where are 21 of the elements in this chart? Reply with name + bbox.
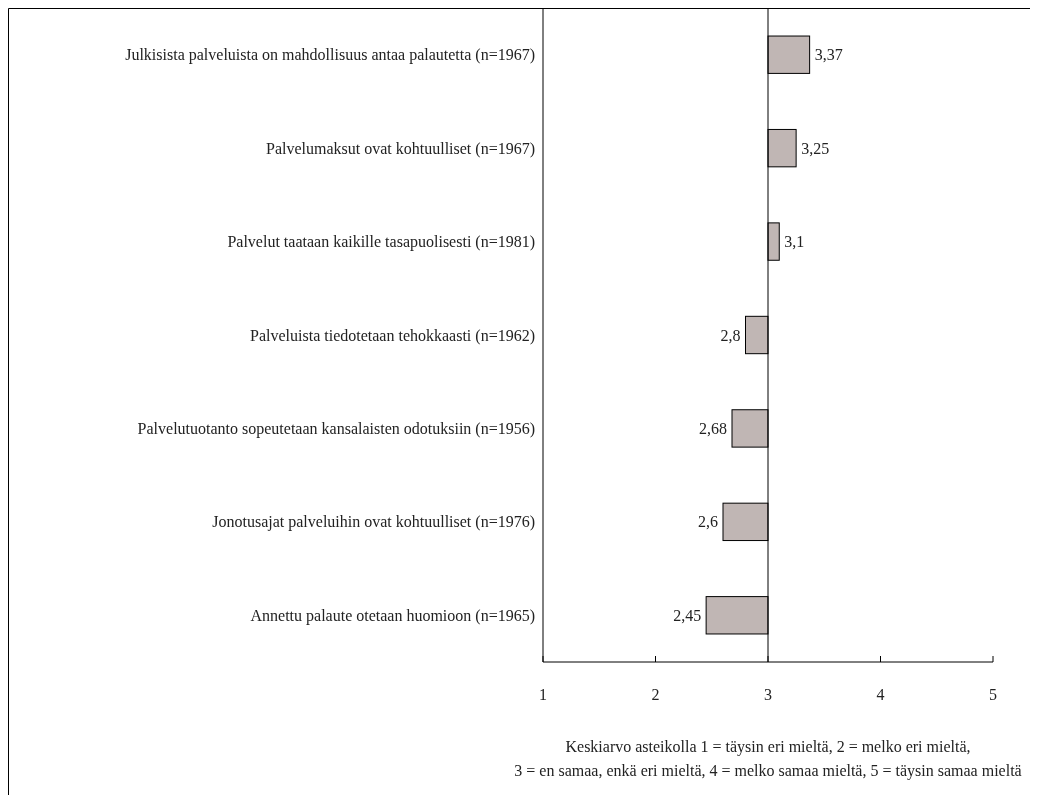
x-tick-label: 4 bbox=[876, 686, 885, 703]
data-label: 2,68 bbox=[699, 420, 727, 438]
y-tick-label: Palvelumaksut ovat kohtuulliset (n=1967) bbox=[266, 139, 535, 158]
y-tick-label: Annettu palaute otetaan huomioon (n=1965) bbox=[250, 606, 535, 625]
text: 3 = en samaa, enkä eri mieltä, 4 = melko samaa mieltä, 5 = täysin samaa mieltä bbox=[514, 762, 1022, 780]
y-tick-label: Julkisista palveluista on mahdollisuus antaa palautetta (n=1967) bbox=[125, 46, 535, 65]
y-tick-label: Palvelutuotanto sopeutetaan kansalaisten odotuksiin (n=1956) bbox=[137, 420, 535, 439]
data-label: 2,6 bbox=[698, 513, 718, 531]
data-label: 3,37 bbox=[814, 46, 843, 64]
y-tick-label: Jonotusajat palveluihin ovat kohtuulliset (n=1976) bbox=[212, 513, 535, 532]
y-tick-label: Palvelut taataan kaikille tasapuolisesti (n=1981) bbox=[227, 233, 535, 252]
x-tick-label: 3 bbox=[764, 686, 772, 703]
text: Keskiarvo asteikolla 1 = täysin eri mieltä, 2 = melko eri mieltä, bbox=[565, 738, 971, 756]
data-label: 3,1 bbox=[784, 233, 805, 251]
data-label: 2,45 bbox=[673, 606, 702, 624]
y-tick-label: Palveluista tiedotetaan tehokkaasti (n=1962) bbox=[250, 326, 535, 345]
data-label: 2,8 bbox=[720, 326, 741, 344]
x-tick-label: 5 bbox=[989, 686, 997, 703]
x-tick-label: 1 bbox=[539, 686, 547, 703]
x-tick-label: 2 bbox=[651, 686, 660, 703]
data-label: 3,25 bbox=[801, 139, 830, 157]
